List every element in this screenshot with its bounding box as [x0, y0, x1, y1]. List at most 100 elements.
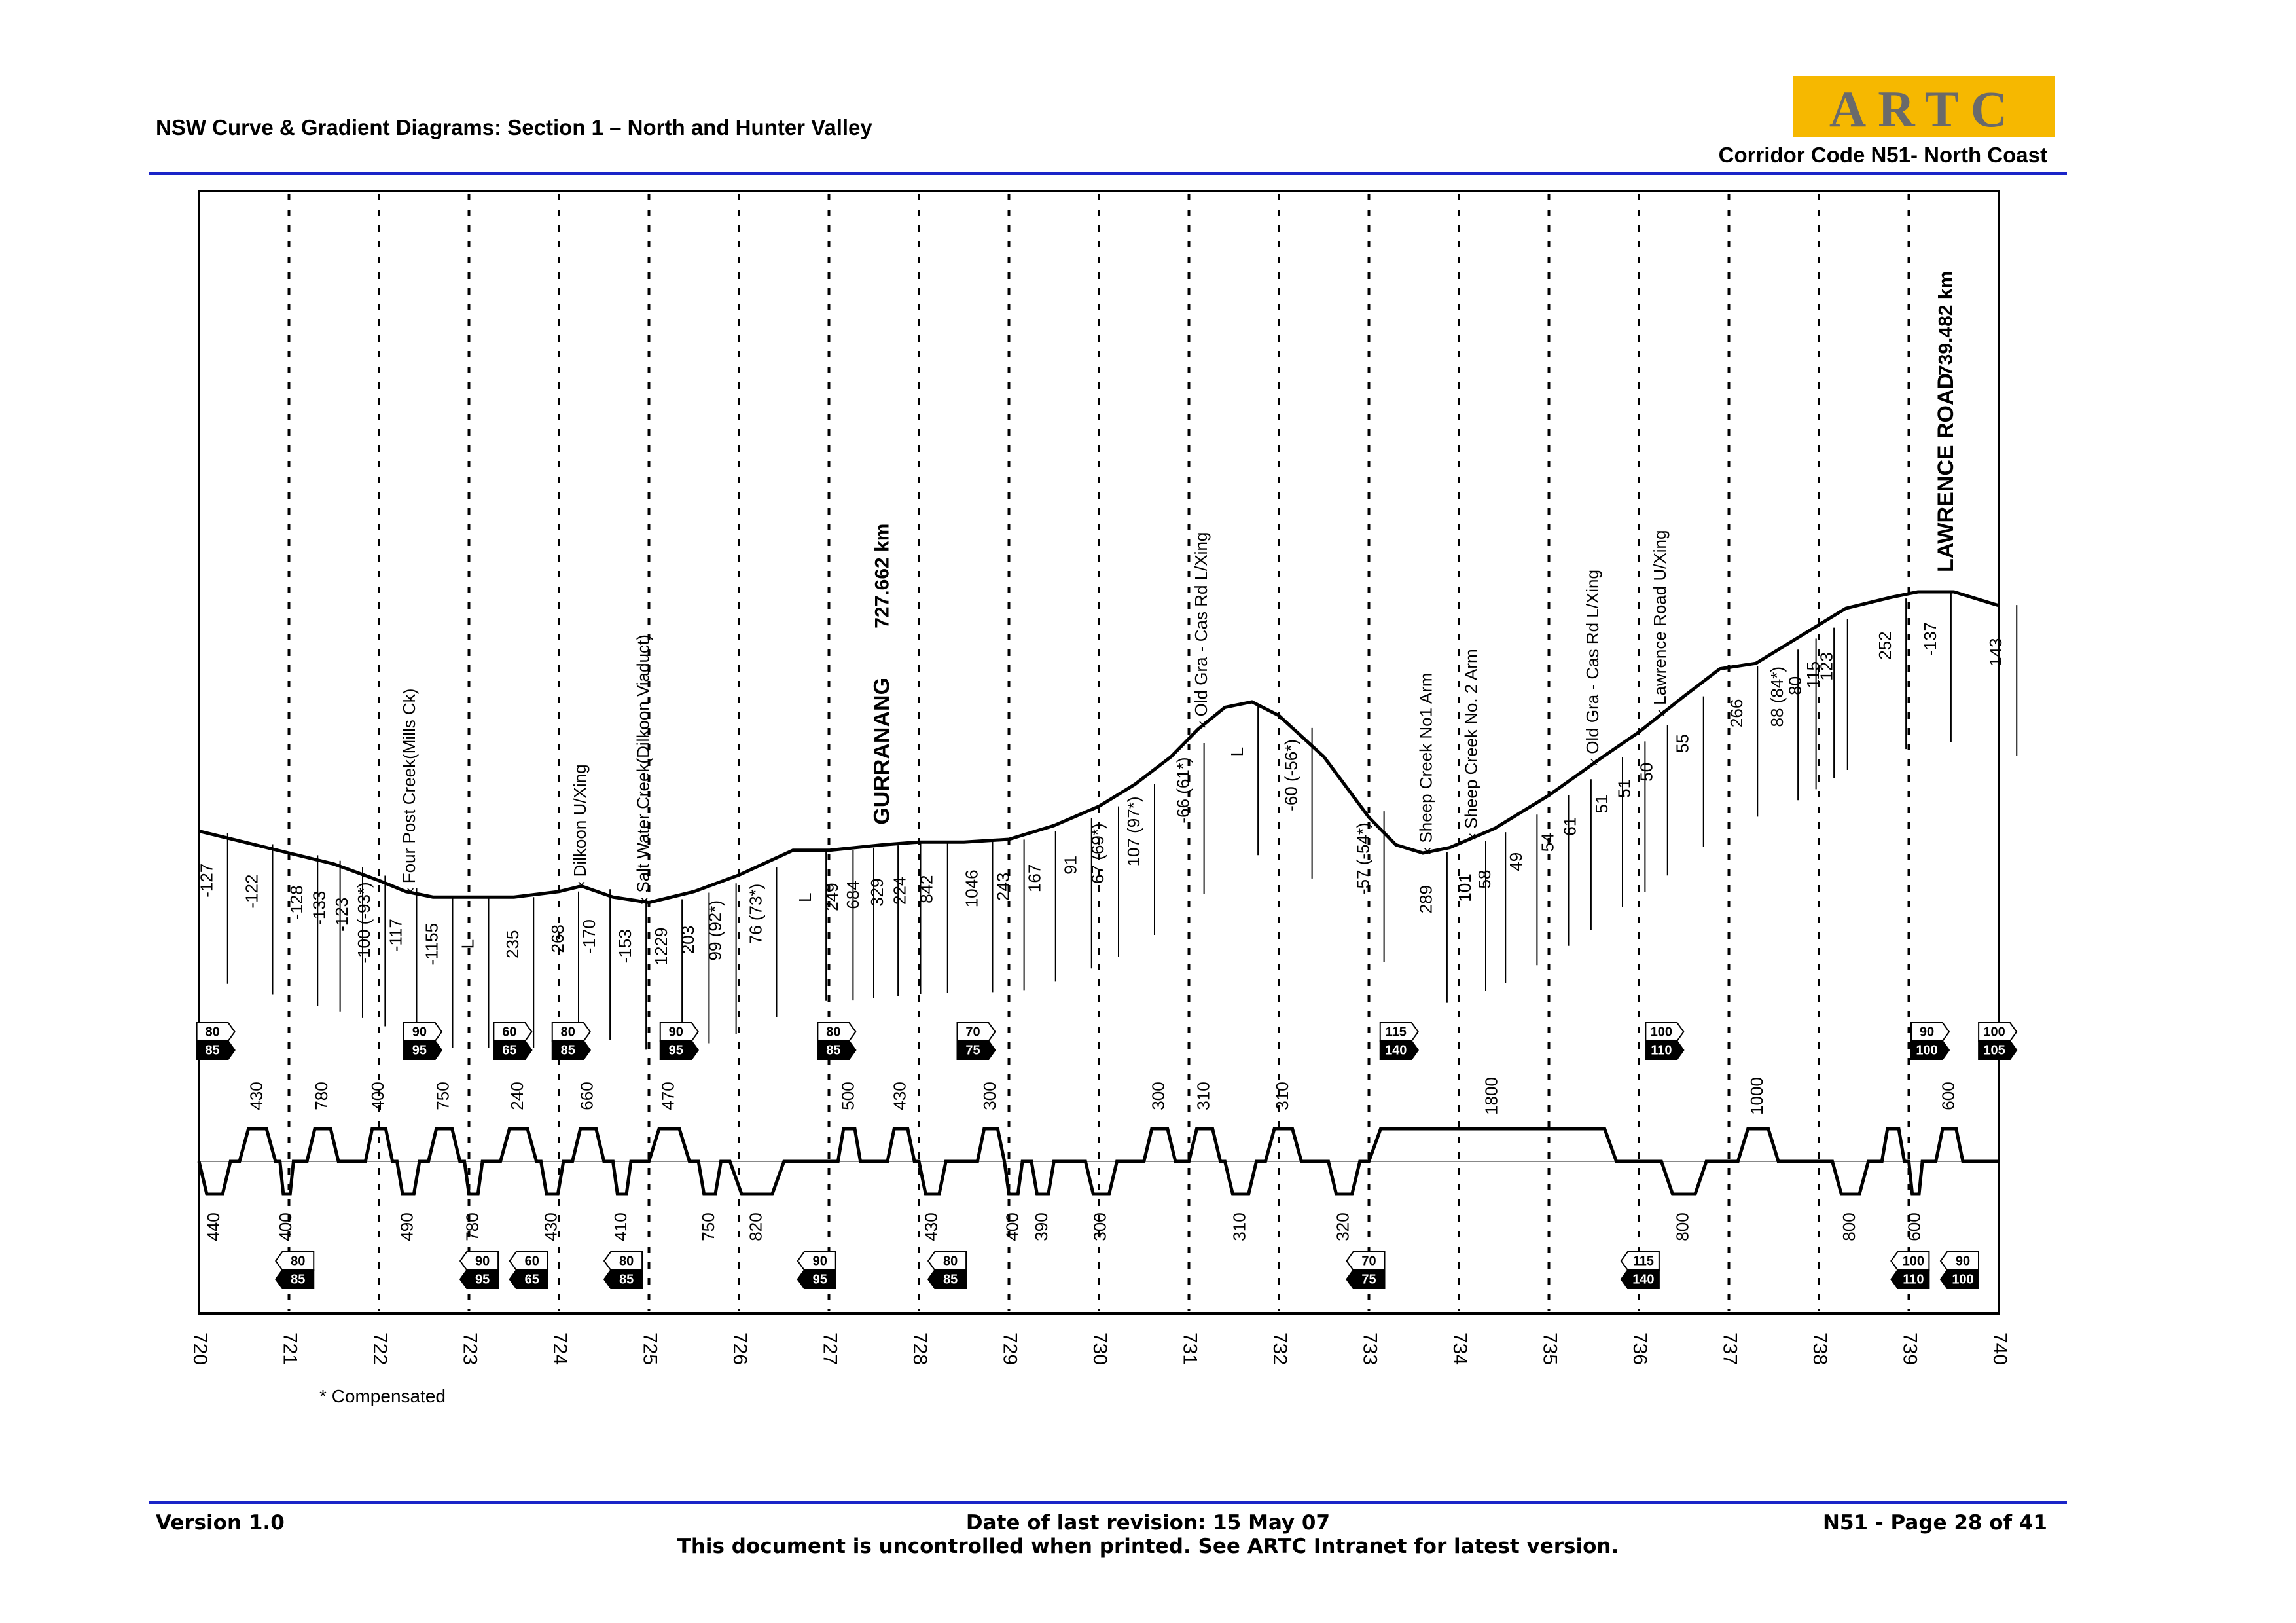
speed-board-top [817, 1022, 857, 1042]
curve-radius: 310 [1272, 1082, 1292, 1110]
curve-radius: 320 [1333, 1213, 1353, 1241]
gradient-value: 51 [1592, 795, 1611, 814]
feature-label: Sheep Creek No1 Arm [1416, 672, 1436, 843]
speed-board-bottom [1620, 1269, 1660, 1289]
curve-radius: 430 [246, 1082, 266, 1110]
speed-value-passenger: 70 [965, 1025, 980, 1039]
version-label: Version 1.0 [156, 1511, 285, 1535]
header-divider [149, 172, 2067, 175]
curve-radius: 390 [1031, 1213, 1051, 1241]
curve-radius: 600 [1938, 1082, 1958, 1110]
gradient-value: 49 [1506, 852, 1526, 871]
gradient-value: -66 (61*) [1174, 757, 1193, 823]
gradient-value: L [795, 893, 815, 902]
speed-value-passenger: 80 [561, 1025, 575, 1039]
speed-value-xpt: 85 [826, 1043, 840, 1057]
speed-board-top [551, 1022, 591, 1042]
speed-value-passenger: 80 [826, 1025, 840, 1039]
speed-value-xpt: 65 [502, 1043, 516, 1057]
speed-value-passenger: 80 [291, 1254, 305, 1268]
gradient-value: 61 [1560, 817, 1580, 836]
speed-boards: 8085909560658085909580857075115140100110… [196, 1022, 2018, 1289]
curve-radius: 440 [204, 1213, 223, 1241]
curve-radius: 300 [1149, 1082, 1168, 1110]
speed-value-passenger: 90 [1920, 1025, 1934, 1039]
speed-board-bottom [1890, 1269, 1930, 1289]
station-km: 727.662 km [871, 524, 893, 629]
feature-label: Salt Water Creek(Dilkoon Viaduct) [634, 634, 653, 892]
gradient-value: 91 [1061, 856, 1081, 875]
gradient-value: 203 [678, 926, 698, 954]
gradient-panel: -127 -122 -128 -133 -123 -100 (-93*) -117 -1155… [197, 590, 2018, 1050]
km-tick-label: 726 [729, 1332, 751, 1365]
speed-board-top [1890, 1251, 1930, 1271]
speed-value-xpt: 85 [943, 1272, 958, 1286]
speed-value-xpt: 85 [561, 1043, 575, 1057]
uncontrolled-note: This document is uncontrolled when print… [677, 1535, 1619, 1558]
curve-diagram-line [197, 1127, 1999, 1196]
feature-marker-icon: × [1468, 829, 1477, 845]
feature-label: Old Gra - Cas Rd L/Xing [1191, 532, 1211, 717]
curve-radius: 400 [1002, 1213, 1022, 1241]
speed-value-passenger: 60 [525, 1254, 539, 1268]
curve-radius: 1800 [1481, 1077, 1501, 1115]
revision-date: Date of last revision: 15 May 07 [965, 1511, 1331, 1535]
km-gridlines [287, 194, 1910, 1311]
km-tick-label: 729 [999, 1332, 1021, 1365]
gradient-value: -127 [197, 864, 217, 898]
speed-value-passenger: 80 [943, 1254, 958, 1268]
feature-marker-icon: × [577, 877, 586, 893]
speed-value-passenger: 90 [1956, 1254, 1970, 1268]
station-km: 739.482 km [1935, 271, 1957, 376]
speed-value-xpt: 85 [291, 1272, 305, 1286]
feature-labels: Four Post Creek(Mills Ck)×Dilkoon U/Xing… [399, 271, 1958, 909]
speed-board-bottom [1645, 1040, 1685, 1060]
corridor-code: Corridor Code N51- North Coast [1718, 143, 2047, 167]
speed-board-top [1978, 1022, 2018, 1042]
gradient-value: 1229 [651, 928, 671, 966]
gradient-value: 143 [1986, 638, 2005, 666]
speed-board-bottom [1978, 1040, 2018, 1060]
feature-label: Old Gra - Cas Rd L/Xing [1583, 570, 1602, 754]
speed-value-passenger: 90 [475, 1254, 490, 1268]
speed-value-xpt: 100 [1916, 1043, 1937, 1057]
footer-divider [149, 1501, 2067, 1504]
speed-value-passenger: 90 [813, 1254, 827, 1268]
curve-panel: 440 430 400 780 400 490 750 780 240 430 660 410 470 7… [197, 1077, 1999, 1241]
speed-value-xpt: 95 [669, 1043, 683, 1057]
curve-radius: 400 [276, 1213, 295, 1241]
gradient-value: 67 (69*) [1088, 823, 1107, 884]
speed-board-bottom [956, 1040, 996, 1060]
curve-radius: 300 [1090, 1213, 1109, 1241]
feature-marker-icon: × [1590, 754, 1598, 771]
gradient-value: 76 (73*) [745, 884, 765, 945]
speed-board-bottom [509, 1269, 548, 1289]
gradient-value: 51 [1614, 779, 1634, 798]
speed-board-bottom [797, 1269, 836, 1289]
speed-value-xpt: 105 [1983, 1043, 2005, 1057]
gradient-value: 684 [843, 881, 863, 909]
document-title: NSW Curve & Gradient Diagrams: Section 1… [156, 115, 872, 139]
feature-marker-icon: × [1198, 716, 1207, 733]
gradient-value: 243 [994, 873, 1013, 901]
speed-value-xpt: 100 [1952, 1272, 1973, 1286]
curve-radius: 430 [541, 1213, 561, 1241]
curve-radius: 500 [838, 1082, 857, 1110]
speed-board-top [603, 1251, 643, 1271]
feature-marker-icon: × [406, 883, 415, 900]
speed-board-top [1346, 1251, 1386, 1271]
speed-value-passenger: 80 [206, 1025, 220, 1039]
speed-board-bottom [459, 1269, 499, 1289]
gradient-value: L [1227, 747, 1247, 756]
km-tick-labels: 720 721 722 723 724 725 726 727 728 729 730 731 732 7… [189, 1332, 2011, 1365]
